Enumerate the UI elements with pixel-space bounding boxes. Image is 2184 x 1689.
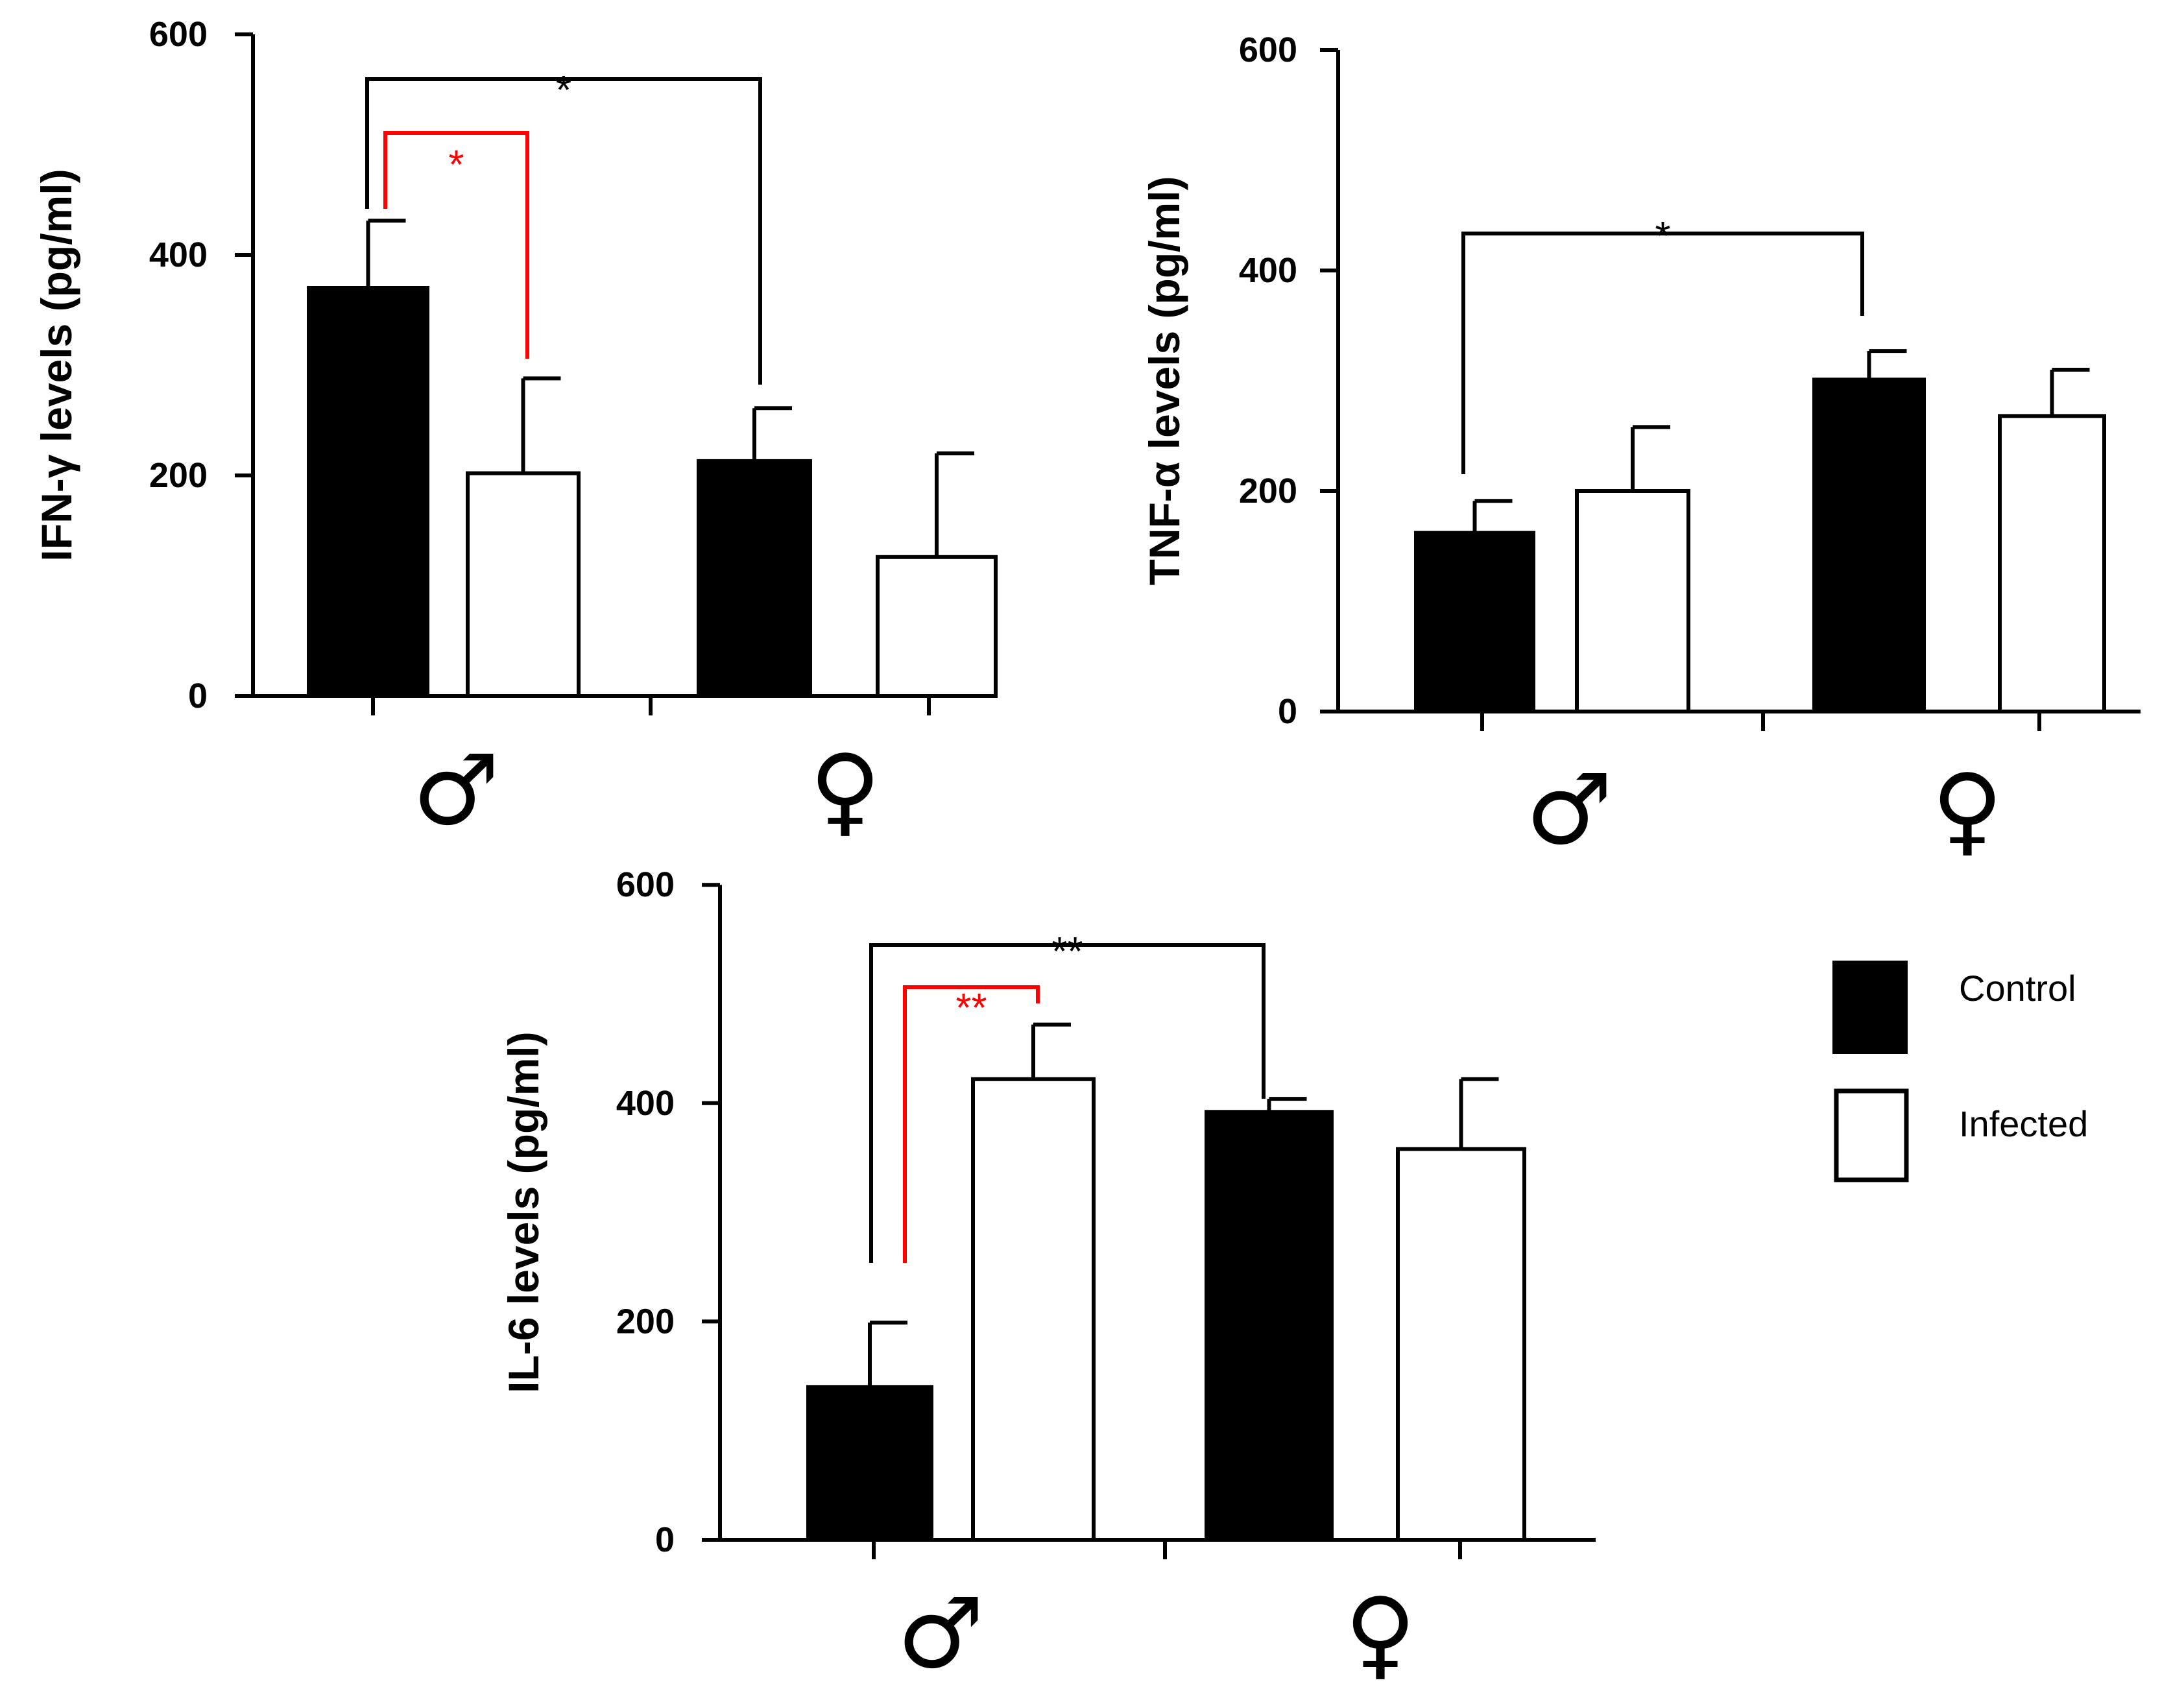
ifn-ytick-label-0: 0 (188, 677, 208, 715)
tnf-bar-infected-female (1998, 414, 2106, 714)
il6-bar-infected-female (1396, 1147, 1526, 1542)
legend-swatch-control (1832, 961, 1908, 1054)
il6-ytick-label-400: 400 (616, 1084, 675, 1123)
tnf-ylabel: TNF-α levels (pg/ml) (1140, 176, 1188, 586)
il6-significance-label-0: ** (955, 986, 987, 1031)
il6-ylabel: IL-6 levels (pg/ml) (499, 1031, 547, 1393)
ifn-bar-control-female (697, 459, 812, 699)
ifn-bar-infected-male (466, 471, 581, 698)
tnf-category-label-female: ♀ (1932, 754, 2003, 867)
ifn-ytick-label-200: 200 (149, 456, 208, 495)
il6-category-label-male: ♂ (897, 1577, 984, 1689)
legend-label-control: Control (1959, 968, 2076, 1009)
ifn-bar-control-male (307, 286, 429, 698)
ifn-ytick-label-600: 600 (149, 15, 208, 54)
tnf-ytick-label-600: 600 (1239, 30, 1297, 69)
il6-ytick-label-200: 200 (616, 1302, 675, 1341)
tnf-ytick-label-0: 0 (1278, 692, 1297, 731)
ifn-category-label-female: ♀ (810, 734, 881, 847)
tnf-ytick-label-200: 200 (1239, 472, 1297, 510)
ifn-ylabel: IFN-γ levels (pg/ml) (32, 169, 80, 561)
tnf-bar-infected-male (1575, 489, 1690, 713)
tnf-significance-bracket-0 (1461, 232, 1864, 474)
legend: Control Infected (1832, 961, 2088, 1182)
il6-significance-label-1: ** (1051, 929, 1083, 974)
il6-bar-control-female (1205, 1110, 1334, 1542)
ifn-ytick-label-400: 400 (149, 235, 208, 274)
il6-significance-bracket-0 (903, 985, 1040, 1263)
ifn-significance-label-0: * (448, 143, 464, 187)
ifn-significance-label-1: * (556, 68, 571, 113)
ifn-significance-bracket-1 (365, 77, 762, 385)
ifn-bar-infected-female (876, 555, 998, 698)
chart-il6: 0 200 400 600 IL-6 levels (pg/ml) ♂ ♀ ** ** (499, 865, 1596, 1689)
il6-ytick-label-0: 0 (655, 1520, 675, 1559)
il6-ytick-label-600: 600 (616, 865, 675, 904)
il6-category-label-female: ♀ (1345, 1577, 1416, 1689)
legend-label-infected: Infected (1959, 1103, 2088, 1144)
ifn-category-label-male: ♂ (413, 734, 499, 847)
il6-significance-bracket-1 (869, 943, 1266, 1263)
chart-tnf: 0 200 400 600 TNF-α levels (pg/ml) ♂ ♀ * (1140, 30, 2141, 867)
il6-bar-infected-male (971, 1077, 1096, 1542)
tnf-category-label-male: ♂ (1526, 754, 1613, 867)
tnf-ytick-label-400: 400 (1239, 251, 1297, 290)
il6-bar-control-male (806, 1385, 933, 1542)
legend-swatch-infected (1834, 1088, 1909, 1182)
tnf-significance-label-0: * (1655, 214, 1670, 259)
tnf-bar-control-male (1414, 531, 1535, 713)
ifn-significance-bracket-0 (383, 131, 529, 359)
tnf-bar-control-female (1812, 377, 1926, 713)
chart-ifn: 0 200 400 600 IFN-γ levels (pg/ml) ♂ ♀ * * (32, 15, 998, 847)
